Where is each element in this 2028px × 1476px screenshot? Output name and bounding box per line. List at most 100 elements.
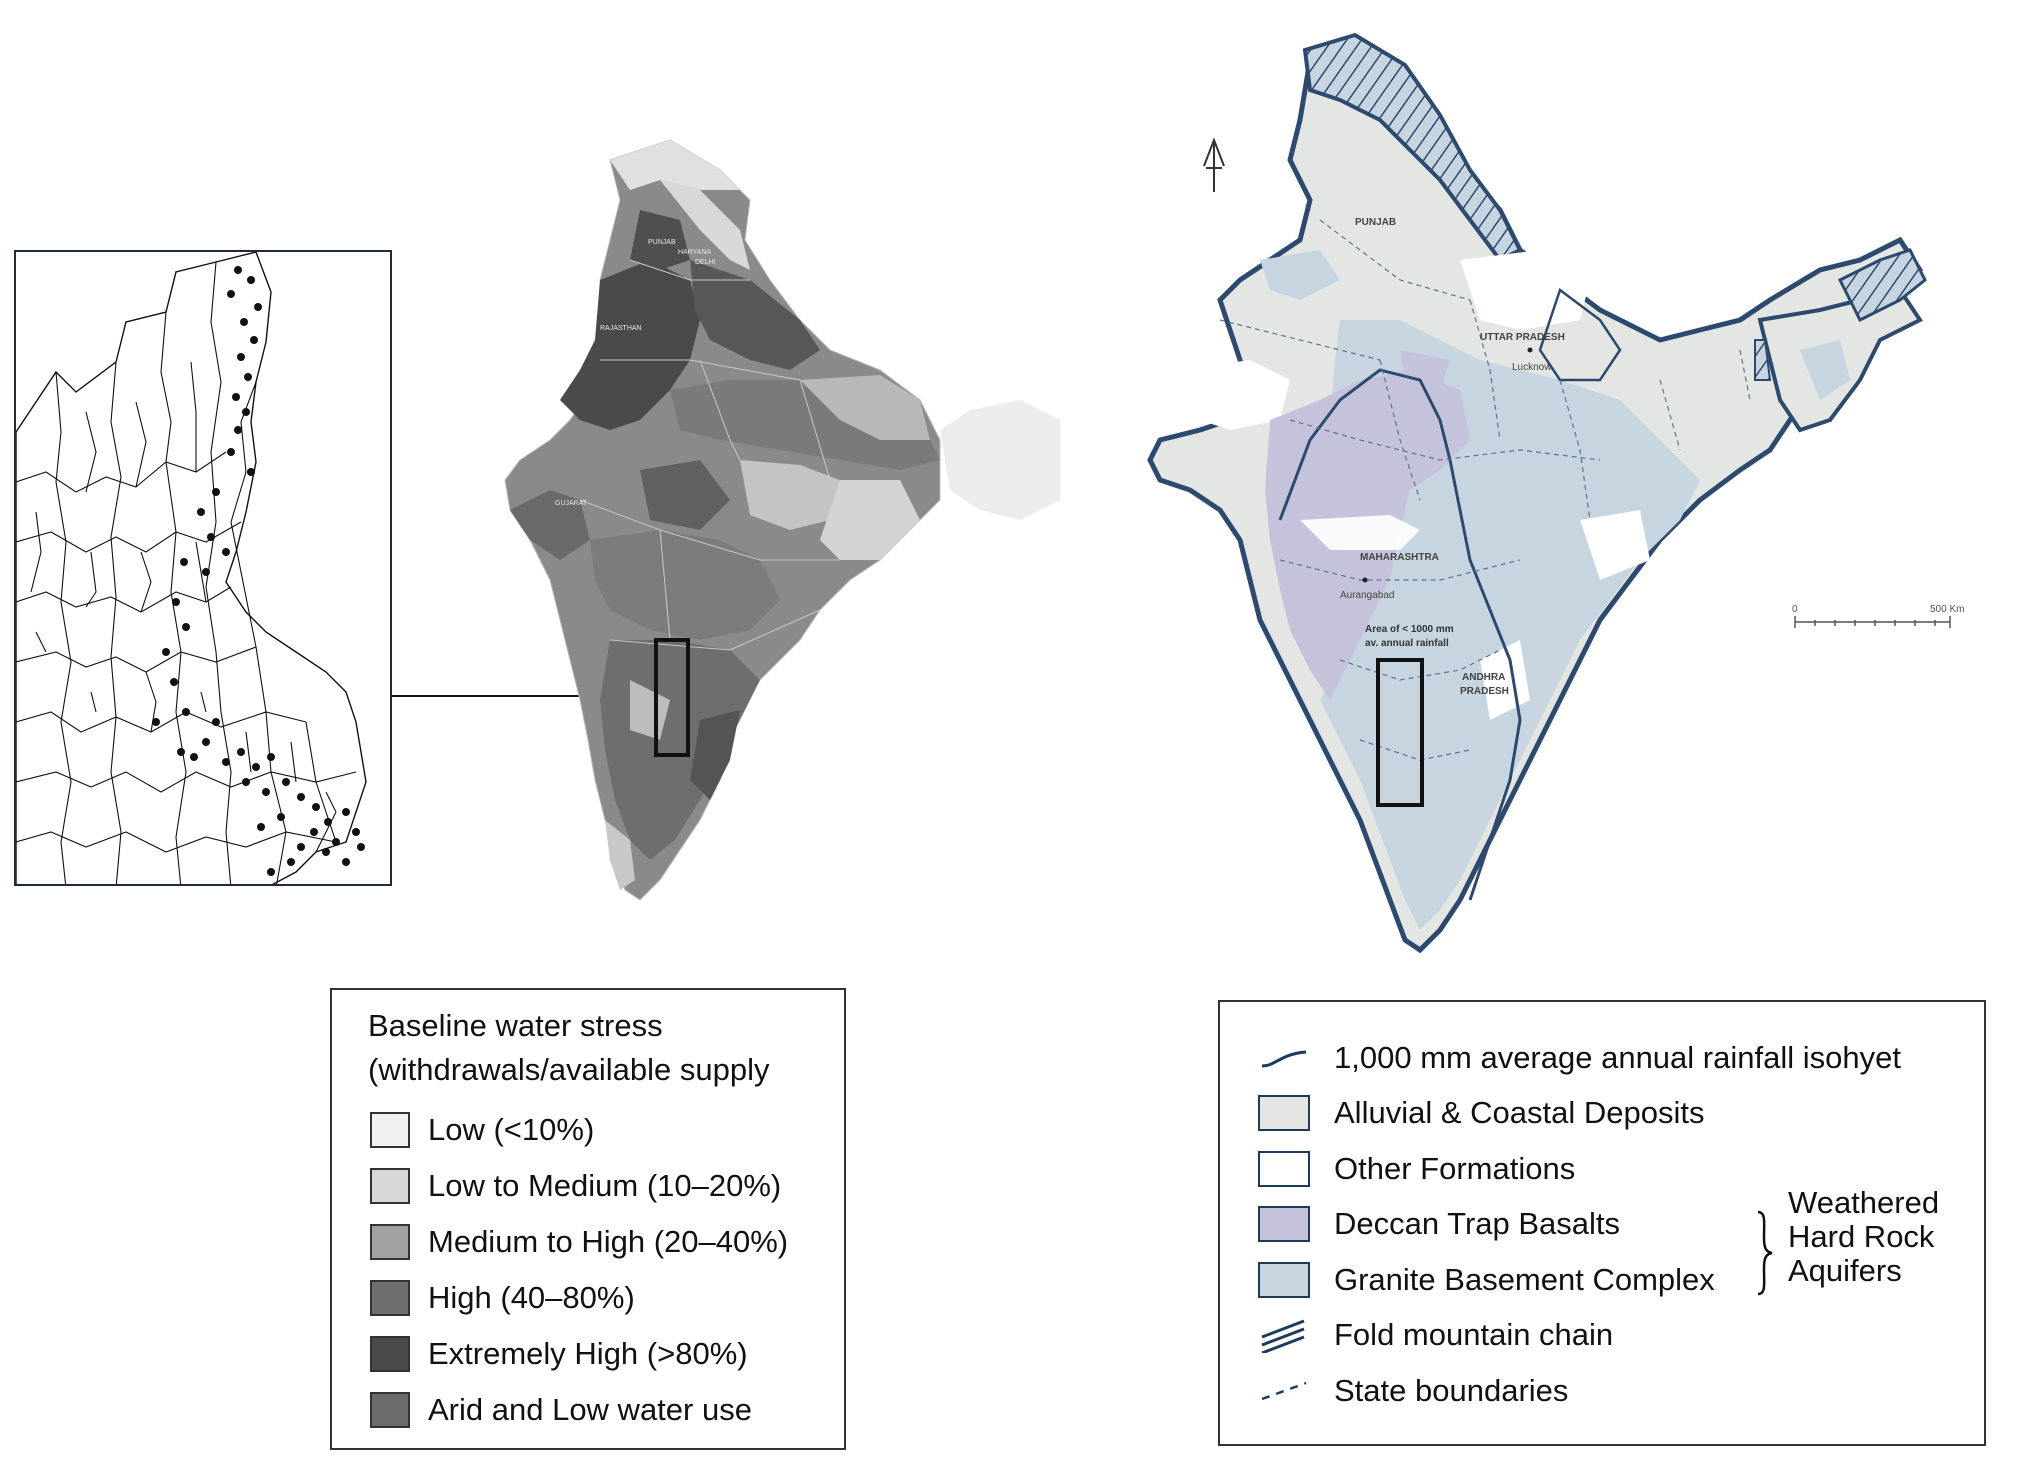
map-label-area-note-1: Area of < 1000 mm <box>1365 624 1454 635</box>
district-inset-map <box>14 250 392 886</box>
district-region-outline <box>16 252 367 884</box>
legend-title-line1: Baseline water stress <box>368 1008 663 1043</box>
study-area-box-right <box>1376 658 1424 807</box>
region-up-high <box>690 260 820 370</box>
region-southwest-light <box>605 820 635 890</box>
isohyet-symbol-icon <box>1258 1040 1310 1076</box>
legend-label-deccan: Deccan Trap Basalts <box>1334 1206 1621 1241</box>
map-label-andhra-2: PRADESH <box>1460 686 1509 697</box>
north-arrow-icon <box>1203 137 1225 192</box>
other-formations-up <box>1460 250 1590 330</box>
map-label-andhra-1: ANDHRA <box>1462 672 1505 683</box>
region-central-light <box>740 460 840 530</box>
legend-label-low: Low (<10%) <box>428 1112 595 1147</box>
fold-mountains-northeast <box>1837 248 1927 323</box>
state-boundary-symbol-icon <box>1258 1373 1310 1409</box>
legend-item-granite: Granite Basement Complex <box>1258 1262 1715 1298</box>
brace-icon <box>1754 1208 1774 1298</box>
region-northwest-dark <box>560 260 700 430</box>
swatch-alluvial <box>1258 1095 1310 1131</box>
legend-item-low: Low (<10%) <box>370 1112 594 1148</box>
legend-label-medium-high: Medium to High (20–40%) <box>428 1224 789 1259</box>
scale-label-start: 0 <box>1792 604 1798 615</box>
legend-label-other-formations: Other Formations <box>1334 1151 1576 1186</box>
map-label-aurangabad: Aurangabad <box>1340 590 1395 601</box>
legend-item-isohyet: 1,000 mm average annual rainfall isohyet <box>1258 1040 1901 1076</box>
study-area-box-left <box>654 638 690 757</box>
region-north-light <box>610 140 740 190</box>
water-stress-legend: Baseline water stress (withdrawals/avail… <box>330 988 846 1450</box>
isohyet-line <box>1278 368 1522 901</box>
map-label-lucknow: Lucknow <box>1512 362 1552 373</box>
legend-item-low-medium: Low to Medium (10–20%) <box>370 1168 781 1204</box>
legend-item-deccan: Deccan Trap Basalts <box>1258 1206 1620 1242</box>
map-label-maharashtra: MAHARASHTRA <box>1360 552 1439 563</box>
legend-item-extremely-high: Extremely High (>80%) <box>370 1336 748 1372</box>
hydrogeology-legend: 1,000 mm average annual rainfall isohyet… <box>1218 1000 1986 1446</box>
hydrogeology-map: PUNJAB UTTAR PRADESH Lucknow MAHARASHTRA… <box>1140 20 2028 970</box>
legend-label-fold-mountain: Fold mountain chain <box>1334 1317 1614 1352</box>
swatch-low <box>370 1112 410 1148</box>
swatch-deccan <box>1258 1206 1310 1242</box>
legend-item-state-boundaries: State boundaries <box>1258 1373 1568 1409</box>
district-boundaries <box>16 261 357 884</box>
swatch-extremely-high <box>370 1336 410 1372</box>
legend-title-line2: (withdrawals/available supply <box>368 1052 770 1087</box>
state-lines-left <box>579 259 840 651</box>
map-label-gujarat: GUJARAT <box>555 500 588 507</box>
other-formations-east <box>1580 510 1650 580</box>
fold-mountains-east <box>1754 339 1772 381</box>
legend-label-granite: Granite Basement Complex <box>1334 1262 1715 1297</box>
map-label-punjab: PUNJAB <box>648 239 676 246</box>
legend-label-state-boundaries: State boundaries <box>1334 1373 1569 1408</box>
region-himalaya-light <box>660 180 750 270</box>
granite-north-patch <box>1260 250 1340 300</box>
district-inset-svg <box>16 252 367 884</box>
legend-label-alluvial: Alluvial & Coastal Deposits <box>1334 1095 1705 1130</box>
legend-item-high: High (40–80%) <box>370 1280 635 1316</box>
swatch-low-medium <box>370 1168 410 1204</box>
map-label-haryana: HARYANA <box>678 249 712 256</box>
region-east-coast-light <box>820 480 920 560</box>
map-label-area-note-2: av. annual rainfall <box>1365 638 1449 649</box>
legend-item-arid: Arid and Low water use <box>370 1392 752 1428</box>
map-label-punjab-right: PUNJAB <box>1355 217 1396 228</box>
other-formations-rajasthan <box>1180 360 1290 430</box>
region-southeast-dark <box>690 710 740 800</box>
swatch-granite <box>1258 1262 1310 1298</box>
brace-label-line1: Weathered <box>1788 1185 1940 1220</box>
map-label-delhi: DELHI <box>695 259 716 266</box>
deccan-north-patch <box>1400 350 1450 390</box>
sample-points <box>152 266 365 876</box>
swatch-arid <box>370 1392 410 1428</box>
water-stress-map: PUNJAB HARYANA DELHI RAJASTHAN GUJARAT <box>500 120 1060 980</box>
region-south-light <box>630 680 670 740</box>
scale-bar <box>1794 616 1951 628</box>
legend-label-isohyet: 1,000 mm average annual rainfall isohyet <box>1334 1040 1901 1075</box>
swatch-other-formations <box>1258 1151 1310 1187</box>
map-label-uttar-pradesh: UTTAR PRADESH <box>1480 332 1565 343</box>
hydrogeology-map-svg: PUNJAB UTTAR PRADESH Lucknow MAHARASHTRA… <box>1147 32 1964 954</box>
legend-item-fold-mountain: Fold mountain chain <box>1258 1317 1614 1355</box>
legend-item-medium-high: Medium to High (20–40%) <box>370 1224 788 1260</box>
legend-item-other-formations: Other Formations <box>1258 1151 1575 1187</box>
isohyet-line-north <box>1538 287 1622 382</box>
granite-northeast-patch <box>1800 340 1850 400</box>
legend-label-high: High (40–80%) <box>428 1280 635 1315</box>
map-label-rajasthan: RAJASTHAN <box>600 325 642 332</box>
northeast-region <box>940 400 1060 520</box>
legend-label-extremely-high: Extremely High (>80%) <box>428 1336 748 1371</box>
brace-label-line3: Aquifers <box>1788 1253 1902 1288</box>
legend-label-arid: Arid and Low water use <box>428 1392 752 1427</box>
swatch-high <box>370 1280 410 1316</box>
lucknow-point <box>1527 347 1533 353</box>
brace-label-line2: Hard Rock <box>1788 1219 1935 1254</box>
region-east-light <box>800 375 930 440</box>
other-formations-maharashtra <box>1300 515 1420 550</box>
region-central-dark <box>640 460 730 530</box>
fold-mountain-symbol-icon <box>1258 1317 1310 1355</box>
legend-item-alluvial: Alluvial & Coastal Deposits <box>1258 1095 1704 1131</box>
region-deccan-medium <box>590 530 780 640</box>
legend-label-low-medium: Low to Medium (10–20%) <box>428 1168 782 1203</box>
region-punjab-dark <box>630 210 690 270</box>
